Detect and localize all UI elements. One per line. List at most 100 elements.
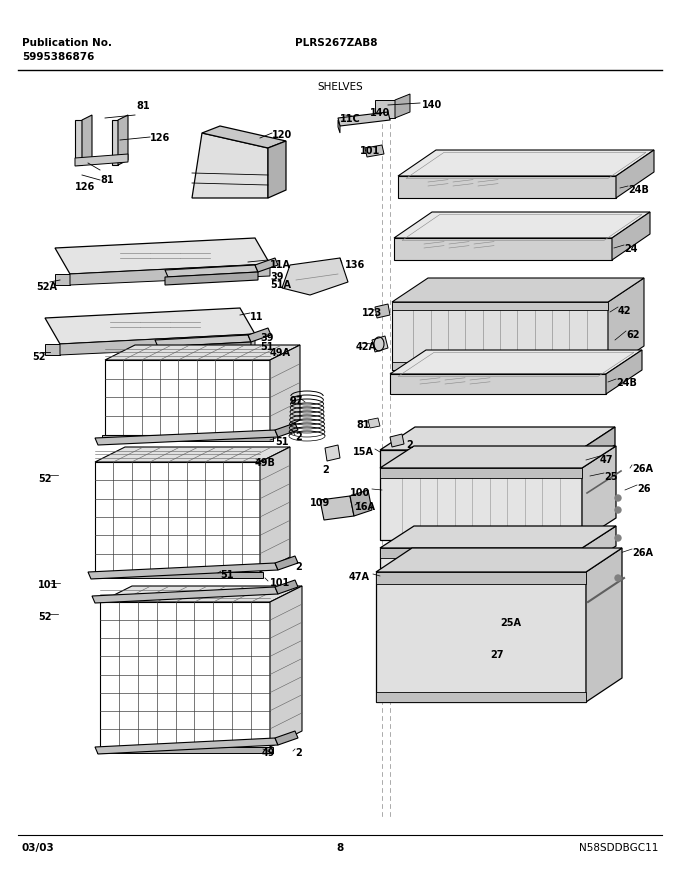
Text: 109: 109 — [310, 498, 330, 508]
Text: 97: 97 — [290, 396, 303, 406]
Text: 2: 2 — [322, 465, 328, 475]
Polygon shape — [112, 120, 118, 165]
Text: 11: 11 — [250, 312, 264, 322]
Text: 140: 140 — [370, 108, 390, 118]
Text: 51A: 51A — [270, 280, 291, 290]
Polygon shape — [392, 302, 608, 370]
Polygon shape — [275, 556, 298, 570]
Polygon shape — [380, 446, 616, 468]
Polygon shape — [92, 572, 263, 578]
Polygon shape — [380, 468, 582, 540]
Polygon shape — [608, 278, 644, 370]
Text: 2: 2 — [406, 440, 413, 450]
Text: 47A: 47A — [349, 572, 370, 582]
Polygon shape — [155, 335, 251, 347]
Polygon shape — [55, 238, 270, 274]
Polygon shape — [392, 278, 644, 302]
Polygon shape — [105, 345, 300, 360]
Polygon shape — [398, 150, 654, 176]
Polygon shape — [376, 548, 622, 572]
Text: 8: 8 — [337, 843, 343, 853]
Polygon shape — [165, 272, 258, 285]
Polygon shape — [60, 334, 255, 355]
Polygon shape — [202, 126, 286, 148]
Text: 51: 51 — [220, 570, 233, 580]
Text: SHELVES: SHELVES — [317, 82, 363, 92]
Text: 27: 27 — [490, 650, 503, 660]
Polygon shape — [606, 350, 642, 394]
Text: 42A: 42A — [356, 342, 377, 352]
Text: PLRS267ZAB8: PLRS267ZAB8 — [295, 38, 377, 48]
Polygon shape — [580, 427, 615, 468]
Polygon shape — [82, 115, 92, 165]
Circle shape — [615, 495, 621, 501]
Text: 11A: 11A — [270, 260, 291, 270]
Polygon shape — [398, 176, 616, 198]
Polygon shape — [372, 336, 388, 352]
Polygon shape — [616, 150, 654, 198]
Text: 26A: 26A — [632, 548, 653, 558]
Text: 49A: 49A — [270, 348, 291, 358]
Polygon shape — [582, 526, 616, 568]
Text: 26A: 26A — [632, 464, 653, 474]
Polygon shape — [75, 120, 82, 165]
Polygon shape — [394, 238, 612, 260]
Polygon shape — [97, 747, 273, 753]
Polygon shape — [582, 446, 616, 540]
Polygon shape — [380, 450, 580, 468]
Text: 120: 120 — [272, 130, 292, 140]
Polygon shape — [118, 115, 128, 165]
Text: 24B: 24B — [616, 378, 637, 388]
Text: 2: 2 — [295, 562, 302, 572]
Text: 25A: 25A — [500, 618, 521, 628]
Polygon shape — [392, 302, 608, 310]
Text: 126: 126 — [150, 133, 170, 143]
Text: 136: 136 — [345, 260, 365, 270]
Text: 101: 101 — [360, 146, 380, 156]
Polygon shape — [612, 212, 650, 260]
Text: 11C: 11C — [340, 114, 361, 124]
Polygon shape — [55, 274, 70, 285]
Text: 16A: 16A — [355, 502, 376, 512]
Text: 39: 39 — [260, 333, 273, 343]
Polygon shape — [100, 586, 302, 602]
Polygon shape — [95, 738, 278, 754]
Polygon shape — [395, 94, 410, 118]
Polygon shape — [390, 374, 606, 394]
Polygon shape — [380, 548, 582, 558]
Text: 24B: 24B — [628, 185, 649, 195]
Polygon shape — [380, 548, 582, 568]
Polygon shape — [376, 692, 586, 702]
Text: 100: 100 — [350, 488, 370, 498]
Text: 52: 52 — [38, 612, 52, 622]
Text: 123: 123 — [362, 308, 382, 318]
Text: 51: 51 — [275, 437, 288, 447]
Polygon shape — [338, 112, 390, 126]
Text: 81: 81 — [100, 175, 114, 185]
Text: 49: 49 — [262, 748, 275, 758]
Polygon shape — [248, 328, 271, 342]
Polygon shape — [375, 100, 395, 118]
Text: 62: 62 — [626, 330, 639, 340]
Polygon shape — [95, 430, 278, 445]
Text: 52A: 52A — [36, 282, 57, 292]
Polygon shape — [380, 526, 616, 548]
Text: 101: 101 — [38, 580, 58, 590]
Polygon shape — [380, 427, 615, 450]
Polygon shape — [325, 445, 340, 461]
Circle shape — [615, 575, 621, 581]
Polygon shape — [102, 435, 273, 441]
Polygon shape — [320, 496, 354, 520]
Circle shape — [615, 535, 621, 541]
Polygon shape — [365, 145, 384, 157]
Text: 39: 39 — [270, 272, 284, 282]
Polygon shape — [376, 572, 586, 702]
Circle shape — [615, 507, 621, 513]
Polygon shape — [155, 342, 251, 355]
Text: 2: 2 — [295, 748, 302, 758]
Polygon shape — [390, 350, 642, 374]
Text: 52: 52 — [38, 474, 52, 484]
Text: 51: 51 — [260, 342, 273, 352]
Polygon shape — [350, 490, 372, 516]
Text: 81: 81 — [356, 420, 370, 430]
